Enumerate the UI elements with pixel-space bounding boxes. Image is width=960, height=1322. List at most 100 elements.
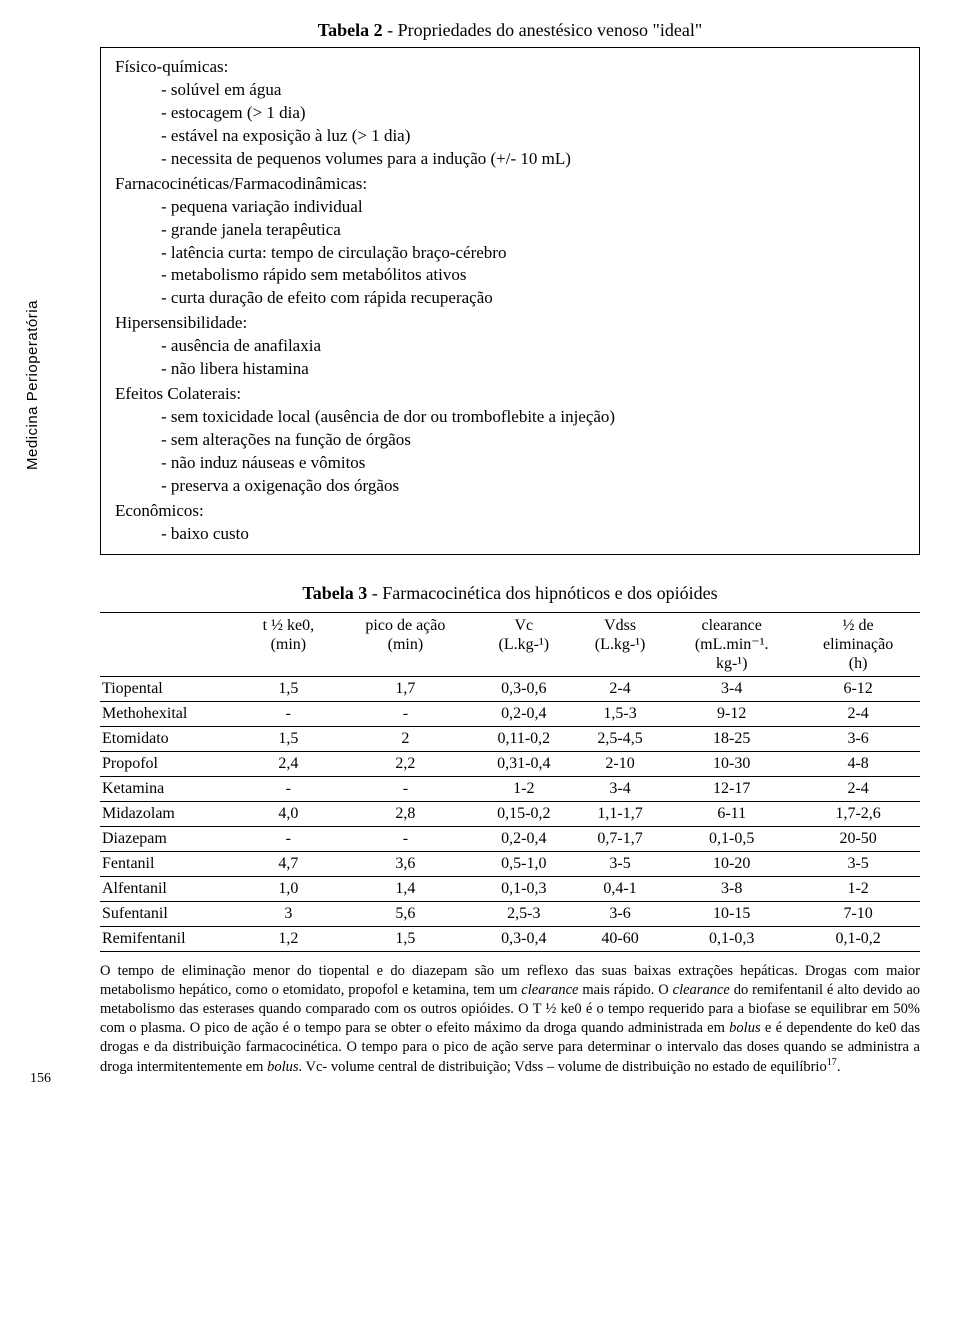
table3-cell: 2-4 [796,702,920,727]
table3-cell: 9-12 [667,702,796,727]
table3-cell: 1,2 [241,927,337,952]
table-row: Alfentanil1,01,40,1-0,30,4-13-81-2 [100,877,920,902]
table2-item: - não induz náuseas e vômitos [161,452,905,475]
table3-cell: 3-5 [796,852,920,877]
table-row: Diazepam--0,2-0,40,7-1,70,1-0,520-50 [100,827,920,852]
table3-cell: 0,2-0,4 [475,702,573,727]
table3-cell: 0,11-0,2 [475,727,573,752]
table3-cell: 2,8 [336,802,474,827]
table3-rowlabel: Propofol [100,752,241,777]
table3-col-head: t ½ ke0,(min) [241,612,337,677]
table3-cell: 4,0 [241,802,337,827]
table2-item: - grande janela terapêutica [161,219,905,242]
table-row: Fentanil4,73,60,5-1,03-510-203-5 [100,852,920,877]
page-number: 156 [30,1071,51,1087]
table3-col-head: ½ deeliminação(h) [796,612,920,677]
table3-cell: 2 [336,727,474,752]
table3: t ½ ke0,(min)pico de ação(min)Vc(L.kg-¹)… [100,612,920,953]
footnote-text: . Vc- volume central de distribuição; Vd… [299,1059,827,1075]
table2-section-head: Farnacocinéticas/Farmacodinâmicas: [115,173,905,196]
table3-cell: 4-8 [796,752,920,777]
table-row: Ketamina--1-23-412-172-4 [100,777,920,802]
table2-item: - sem alterações na função de órgãos [161,429,905,452]
table2-item: - necessita de pequenos volumes para a i… [161,148,905,171]
table-row: Remifentanil1,21,50,3-0,440-600,1-0,30,1… [100,927,920,952]
table2-item: - estável na exposição à luz (> 1 dia) [161,125,905,148]
table3-cell: 40-60 [573,927,667,952]
table3-cell: 6-12 [796,677,920,702]
table3-head: t ½ ke0,(min)pico de ação(min)Vc(L.kg-¹)… [100,612,920,677]
table3-cell: 1,7-2,6 [796,802,920,827]
table3-cell: 1-2 [796,877,920,902]
table3-cell: 10-15 [667,902,796,927]
footnote-italic: clearance [673,982,730,998]
table3-title-rest: - Farmacocinética dos hipnóticos e dos o… [367,583,717,603]
table3-rowlabel: Sufentanil [100,902,241,927]
table3-cell: 0,1-0,3 [475,877,573,902]
table3-cell: 4,7 [241,852,337,877]
table-row: Etomidato1,520,11-0,22,5-4,518-253-6 [100,727,920,752]
table3-cell: 1,5 [241,727,337,752]
table2-title: Tabela 2 - Propriedades do anestésico ve… [100,20,920,41]
table2-box: Físico-químicas:- solúvel em água- estoc… [100,47,920,555]
table3-cell: 3-4 [573,777,667,802]
table3-cell: - [241,827,337,852]
table3-cell: 20-50 [796,827,920,852]
table3-cell: 10-30 [667,752,796,777]
table2-section-head: Efeitos Colaterais: [115,383,905,406]
table3-cell: 3-4 [667,677,796,702]
table-row: Sufentanil35,62,5-33-610-157-10 [100,902,920,927]
table3-cell: 0,4-1 [573,877,667,902]
table3-rowlabel: Diazepam [100,827,241,852]
table3-col-head [100,612,241,677]
table2-item: - preserva a oxigenação dos órgãos [161,475,905,498]
page: Medicina Perioperatória Tabela 2 - Propr… [0,0,960,1097]
table2-title-rest: - Propriedades do anestésico venoso "ide… [383,20,703,40]
content-column: Tabela 2 - Propriedades do anestésico ve… [100,20,920,1077]
table3-rowlabel: Fentanil [100,852,241,877]
table3-col-head: Vc(L.kg-¹) [475,612,573,677]
table3-cell: 1,5-3 [573,702,667,727]
table3-col-head: pico de ação(min) [336,612,474,677]
table3-cell: 3 [241,902,337,927]
table2-section-head: Hipersensibilidade: [115,312,905,335]
table2-item: - ausência de anafilaxia [161,335,905,358]
table3-rowlabel: Ketamina [100,777,241,802]
table3-cell: 2,5-3 [475,902,573,927]
table3-cell: 3-6 [796,727,920,752]
table3-cell: - [336,702,474,727]
table3-cell: 1,7 [336,677,474,702]
table-row: Midazolam4,02,80,15-0,21,1-1,76-111,7-2,… [100,802,920,827]
table3-cell: 2-4 [796,777,920,802]
table2-item: - não libera histamina [161,358,905,381]
table3-cell: - [241,777,337,802]
table2-section-head: Econômicos: [115,500,905,523]
table3-cell: 1,1-1,7 [573,802,667,827]
table3-cell: 0,1-0,2 [796,927,920,952]
footnote-italic: bolus [729,1020,760,1036]
table3-cell: 1,5 [241,677,337,702]
table3-cell: 0,1-0,3 [667,927,796,952]
table2-item: - metabolismo rápido sem metabólitos ati… [161,264,905,287]
sidebar-label: Medicina Perioperatória [24,300,41,470]
table2-item: - latência curta: tempo de circulação br… [161,242,905,265]
table-row: Tiopental1,51,70,3-0,62-43-46-12 [100,677,920,702]
table-row: Methohexital--0,2-0,41,5-39-122-4 [100,702,920,727]
table3-title-prefix: Tabela 3 [302,583,367,603]
table3-rowlabel: Methohexital [100,702,241,727]
footnote-italic: clearance [521,982,578,998]
table2-item: - solúvel em água [161,79,905,102]
table3-cell: 2,4 [241,752,337,777]
table3-cell: 3-5 [573,852,667,877]
table3-col-head: Vdss(L.kg-¹) [573,612,667,677]
table3-col-head: clearance(mL.min⁻¹.kg-¹) [667,612,796,677]
table3-cell: 0,3-0,6 [475,677,573,702]
table3-cell: 2,5-4,5 [573,727,667,752]
table3-cell: 12-17 [667,777,796,802]
table3-cell: 3-8 [667,877,796,902]
table3-cell: 2,2 [336,752,474,777]
table3-rowlabel: Tiopental [100,677,241,702]
table3-rowlabel: Remifentanil [100,927,241,952]
table2-item: - pequena variação individual [161,196,905,219]
table2-item: - estocagem (> 1 dia) [161,102,905,125]
